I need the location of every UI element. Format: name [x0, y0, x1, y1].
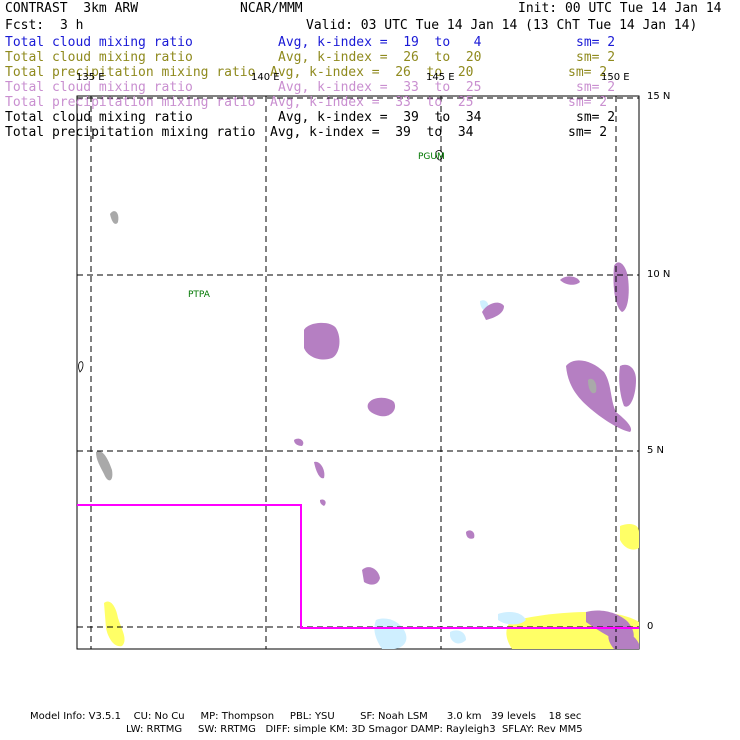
- legend-field: Total precipitation mixing ratio: [5, 95, 256, 110]
- legend-avg: Avg, k-index = 26 to 20: [278, 50, 482, 65]
- coastlines: [78, 150, 443, 373]
- model-title: CONTRAST 3km ARW: [5, 1, 139, 16]
- lat-label: 5 N: [647, 445, 665, 456]
- legend-avg: Avg, k-index = 39 to 34: [278, 110, 482, 125]
- lon-label: 140 E: [251, 72, 280, 83]
- center-name: NCAR/MMM: [240, 1, 303, 16]
- domain-boundary: [77, 504, 639, 629]
- legend-avg: Avg, k-index = 33 to 25: [278, 80, 482, 95]
- legend-field: Total precipitation mixing ratio: [5, 125, 256, 140]
- legend-field: Total cloud mixing ratio: [5, 35, 193, 50]
- lon-label: 150 E: [601, 72, 630, 83]
- legend-sm: sm= 2: [576, 35, 616, 50]
- lon-label: 135 E: [76, 72, 105, 83]
- init-time: Init: 00 UTC Tue 14 Jan 14: [518, 1, 722, 16]
- station-guam: PGUM: [418, 152, 445, 162]
- legend-avg: Avg, k-index = 19 to 4: [278, 35, 482, 50]
- lat-label: 15 N: [647, 91, 671, 102]
- legend-sm: sm= 2: [568, 95, 608, 110]
- cloud-shading: [294, 262, 639, 649]
- legend-sm: sm= 2: [576, 80, 616, 95]
- legend-avg: Avg, k-index = 39 to 34: [270, 125, 474, 140]
- legend-sm: sm= 2: [576, 50, 616, 65]
- map-frame: [76, 95, 640, 650]
- model-info-line1: Model Info: V3.5.1 CU: No Cu MP: Thompso…: [30, 711, 582, 722]
- legend-avg: Avg, k-index = 33 to 25: [270, 95, 474, 110]
- precip-shading: [104, 300, 639, 649]
- valid-time: Valid: 03 UTC Tue 14 Jan 14 (13 ChT Tue …: [306, 18, 698, 33]
- legend-field: Total cloud mixing ratio: [5, 110, 193, 125]
- station-palau: PTPA: [188, 290, 210, 300]
- legend-avg: Avg, k-index = 26 to 20: [270, 65, 474, 80]
- graticule: [77, 96, 639, 649]
- fcst-label: Fcst:: [5, 18, 45, 33]
- lat-label: 0: [647, 621, 654, 632]
- legend-field: Total precipitation mixing ratio: [5, 65, 256, 80]
- legend-sm: sm= 2: [568, 125, 608, 140]
- lat-label: 10 N: [647, 269, 671, 280]
- lon-label: 145 E: [426, 72, 455, 83]
- low-cloud-shading: [96, 211, 597, 481]
- legend-field: Total cloud mixing ratio: [5, 80, 193, 95]
- legend-field: Total cloud mixing ratio: [5, 50, 193, 65]
- legend-sm: sm= 2: [576, 110, 616, 125]
- model-info-line2: LW: RRTMG SW: RRTMG DIFF: simple KM: 3D …: [126, 724, 583, 735]
- fcst-value: 3 h: [60, 18, 84, 33]
- legend-sm: sm= 2: [568, 65, 608, 80]
